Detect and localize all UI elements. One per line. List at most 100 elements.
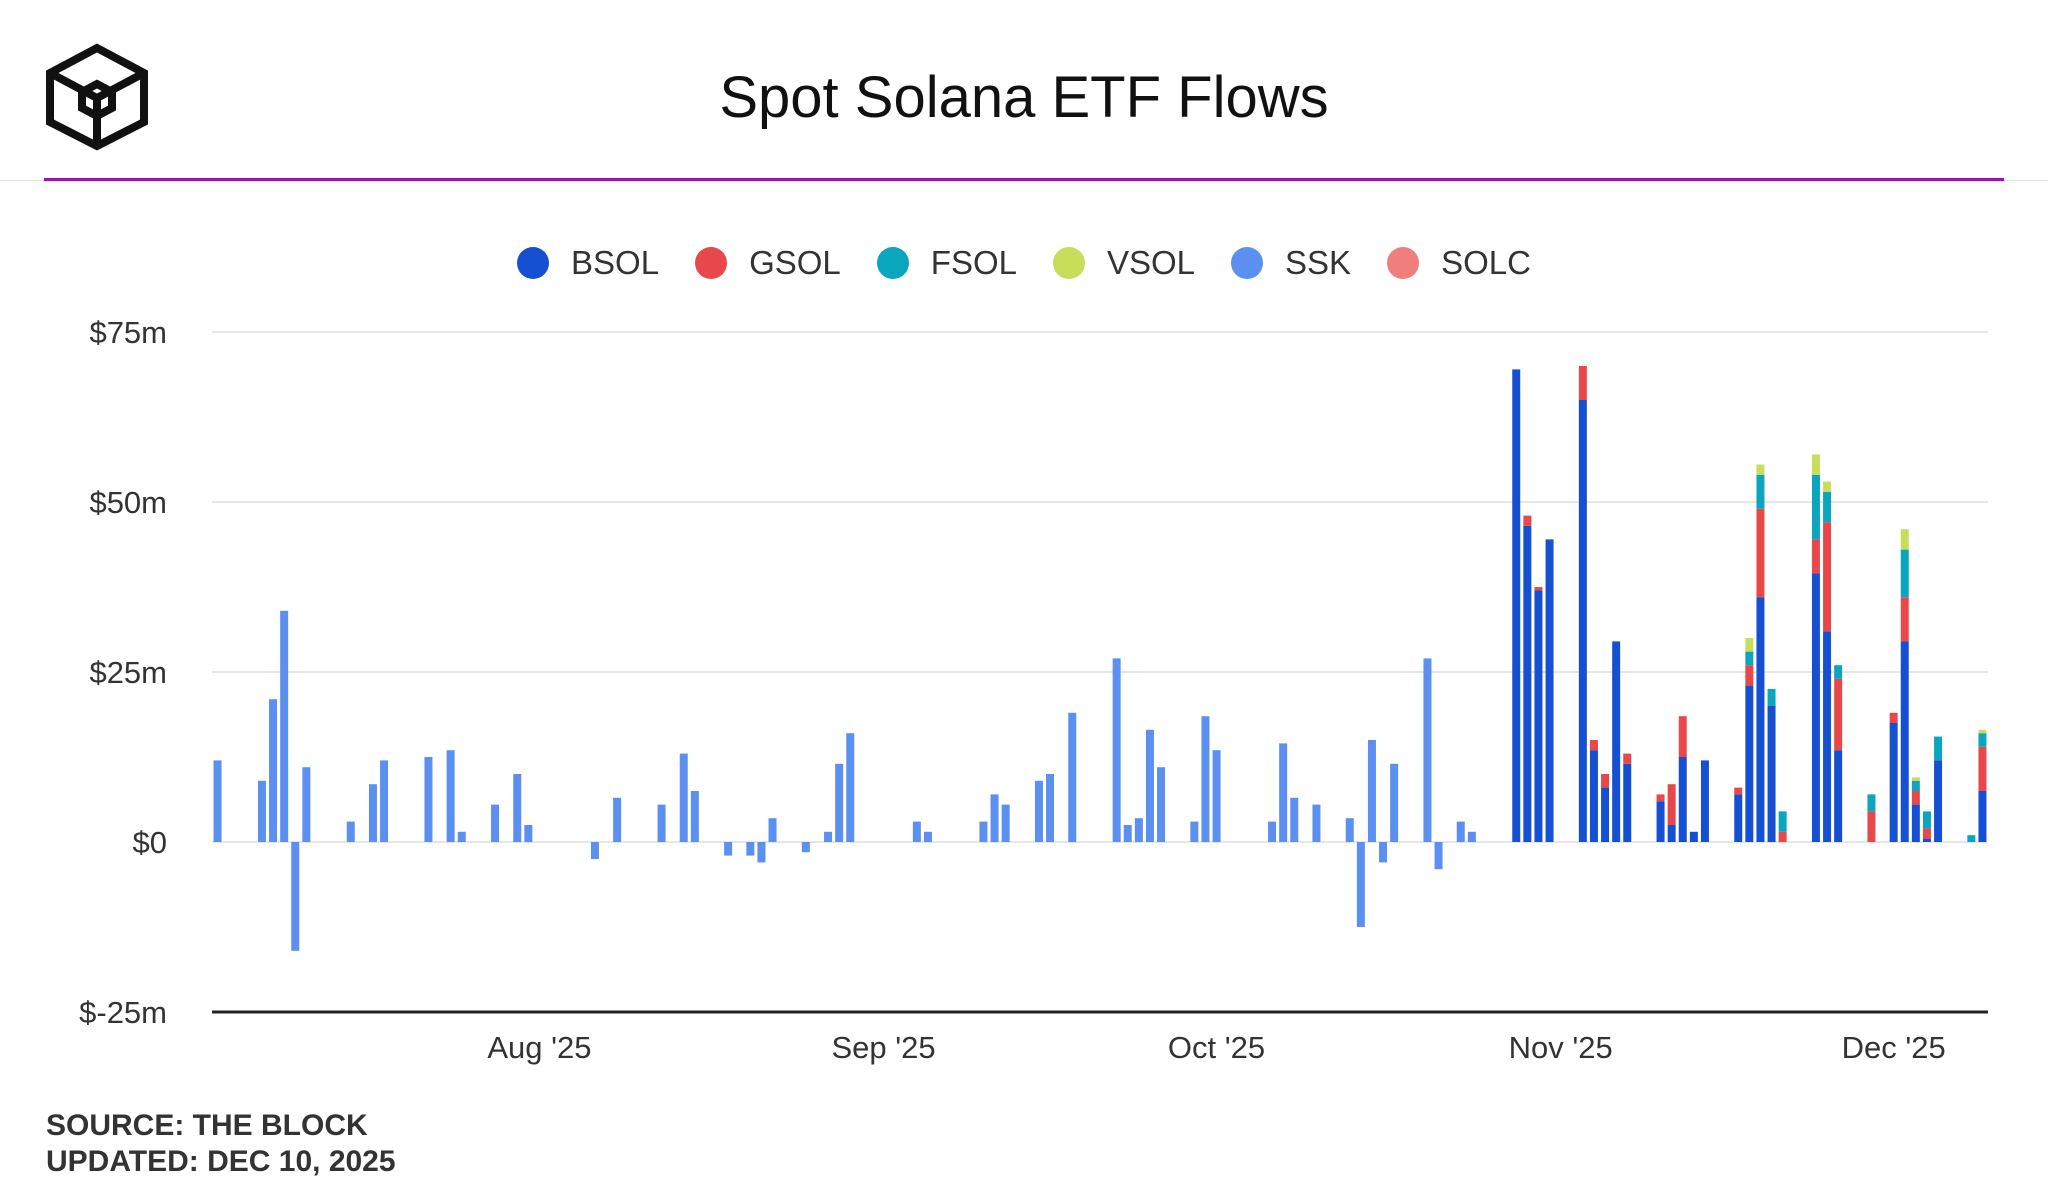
- legend-swatch: [1387, 247, 1420, 279]
- legend-swatch: [517, 247, 550, 279]
- bar-segment-bsol: [1934, 760, 1943, 842]
- legend-swatch: [695, 247, 728, 279]
- bar-segment-fsol: [1934, 736, 1943, 761]
- legend-item-gsol[interactable]: GSOL: [695, 244, 841, 282]
- bar-segment-ssk: [1312, 804, 1321, 842]
- bar-segment-ssk: [835, 763, 844, 842]
- bar-segment-bsol: [1601, 787, 1610, 842]
- bar-segment-ssk: [590, 842, 599, 859]
- y-tick-label: $75m: [89, 315, 167, 350]
- bar-segment-bsol: [1911, 804, 1920, 842]
- bar-segment-gsol: [1534, 587, 1543, 591]
- the-block-cube-icon: [46, 43, 148, 151]
- bar-segment-bsol: [1589, 750, 1598, 842]
- accent-rule: [44, 178, 2004, 181]
- bar-segment-gsol: [1623, 753, 1632, 764]
- y-tick-label: $25m: [89, 655, 167, 690]
- legend-item-vsol[interactable]: VSOL: [1052, 244, 1196, 282]
- bar-segment-vsol: [1900, 529, 1909, 550]
- bar-segment-ssk: [923, 831, 932, 842]
- bar-segment-bsol: [1700, 760, 1709, 842]
- header: Spot Solana ETF Flows: [0, 0, 2048, 181]
- bar-segment-ssk: [657, 804, 666, 842]
- legend-label: VSOL: [1106, 244, 1196, 281]
- bar-segment-bsol: [1889, 723, 1898, 842]
- bar-segment-ssk: [1145, 729, 1154, 842]
- bar-segment-ssk: [368, 784, 377, 842]
- bar-segment-ssk: [1134, 818, 1143, 842]
- bar-segment-ssk: [269, 699, 278, 842]
- bar-segment-gsol: [1667, 784, 1676, 825]
- bar-segment-bsol: [1978, 791, 1987, 842]
- x-tick-label: Nov '25: [1509, 1030, 1613, 1065]
- bar-segment-gsol: [1656, 794, 1665, 802]
- bar-segment-ssk: [724, 842, 733, 856]
- bar-segment-gsol: [1756, 508, 1765, 598]
- bar-segment-ssk: [1390, 763, 1399, 842]
- bar-segment-ssk: [679, 753, 688, 842]
- bar-segment-fsol: [1778, 811, 1787, 832]
- bar-segment-vsol: [1978, 729, 1987, 734]
- legend-item-fsol[interactable]: FSOL: [876, 244, 1017, 282]
- bar-segment-fsol: [1756, 474, 1765, 509]
- bar-segment-ssk: [213, 760, 222, 842]
- bar-segment-fsol: [1834, 665, 1843, 679]
- legend-item-solc[interactable]: SOLC: [1387, 244, 1531, 282]
- bar-segment-bsol: [1823, 631, 1832, 842]
- bar-segment-ssk: [1456, 821, 1465, 842]
- bar-segment-ssk: [746, 842, 755, 856]
- bar-segment-bsol: [1756, 597, 1765, 842]
- bar-segment-ssk: [291, 842, 300, 951]
- bar-segment-gsol: [1778, 831, 1787, 842]
- legend-swatch: [876, 247, 909, 279]
- bar-segment-ssk: [912, 821, 921, 842]
- x-tick-label: Dec '25: [1842, 1030, 1946, 1065]
- bar-segment-bsol: [1656, 801, 1665, 842]
- bar-segment-fsol: [1978, 733, 1987, 747]
- legend-item-bsol[interactable]: BSOL: [517, 244, 659, 282]
- bar-segment-ssk: [424, 757, 433, 842]
- chart-legend: BSOL GSOL FSOL VSOL SSK SOLC: [0, 240, 2048, 286]
- bar-segment-fsol: [1967, 835, 1976, 842]
- bar-segment-ssk: [380, 760, 389, 842]
- bar-segment-gsol: [1911, 791, 1920, 805]
- bar-segment-ssk: [801, 842, 810, 853]
- bar-segment-bsol: [1922, 838, 1931, 842]
- bar-segment-bsol: [1811, 573, 1820, 842]
- bar-segment-ssk: [1423, 658, 1432, 842]
- bar-segment-ssk: [1190, 821, 1199, 842]
- bar-segment-ssk: [1268, 821, 1277, 842]
- bar-segment-vsol: [1823, 481, 1832, 492]
- bar-segment-gsol: [1867, 811, 1876, 842]
- bar-segment-fsol: [1811, 474, 1820, 540]
- legend-item-ssk[interactable]: SSK: [1231, 244, 1351, 282]
- page-title: Spot Solana ETF Flows: [719, 65, 1329, 130]
- bar-segment-fsol: [1767, 689, 1776, 706]
- bar-segment-bsol: [1623, 763, 1632, 842]
- bar-segment-bsol: [1534, 590, 1543, 842]
- bar-segment-gsol: [1578, 366, 1587, 400]
- bar-segment-gsol: [1922, 828, 1931, 839]
- bar-segment-ssk: [1212, 750, 1221, 842]
- bar-segment-gsol: [1889, 712, 1898, 723]
- bar-segment-ssk: [446, 750, 455, 842]
- bar-segment-gsol: [1678, 716, 1687, 757]
- bar-segment-bsol: [1578, 400, 1587, 842]
- bar-segment-ssk: [1123, 825, 1132, 842]
- bar-segment-fsol: [1823, 491, 1832, 523]
- bar-segment-gsol: [1978, 746, 1987, 791]
- bar-segment-ssk: [1356, 842, 1365, 927]
- bar-segment-ssk: [1345, 818, 1354, 842]
- bar-segment-gsol: [1834, 678, 1843, 751]
- bar-segment-ssk: [824, 831, 833, 842]
- bar-segment-fsol: [1900, 549, 1909, 598]
- bar-segment-ssk: [1201, 716, 1210, 842]
- bar-segment-ssk: [690, 791, 699, 842]
- legend-swatch: [1231, 247, 1264, 279]
- bar-segment-vsol: [1745, 638, 1754, 652]
- bar-segment-ssk: [302, 767, 311, 842]
- y-tick-label: $50m: [89, 485, 167, 520]
- bar-segment-ssk: [1046, 774, 1055, 842]
- bar-segment-bsol: [1900, 641, 1909, 842]
- legend-label: GSOL: [749, 244, 841, 281]
